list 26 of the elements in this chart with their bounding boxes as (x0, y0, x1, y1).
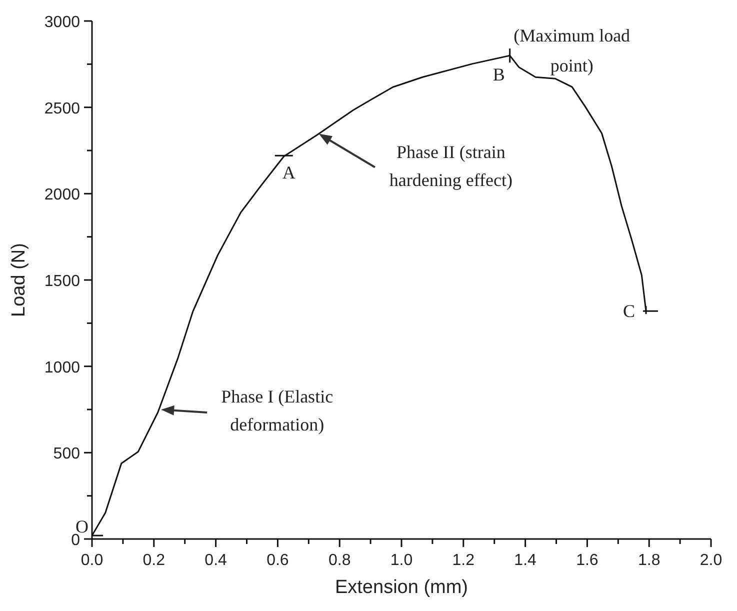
x-tick-label: 1.2 (452, 552, 475, 569)
annotation: Phase II (strain hardening effect) (389, 142, 512, 190)
x-tick-label: 0.2 (142, 552, 166, 569)
x-axis-title: Extension (mm) (334, 577, 468, 598)
y-tick-label: 1500 (44, 273, 80, 290)
y-tick-label: 2000 (44, 186, 80, 204)
annotation: Phase I (Elastic deformation) (221, 386, 334, 434)
annotation: B (492, 64, 505, 85)
annotation: C (622, 301, 636, 322)
x-tick-label: 0.0 (80, 552, 104, 569)
x-tick-label: 0.6 (266, 552, 289, 569)
y-tick-label: 500 (53, 446, 80, 463)
y-axis-title: Load (N) (8, 243, 30, 317)
x-tick-label: 1.0 (390, 552, 413, 569)
annotation: (Maximum load point) (514, 26, 630, 76)
y-tick-label: 3000 (44, 14, 80, 31)
annotation: A (282, 162, 296, 183)
y-tick-label: 0 (71, 532, 80, 549)
x-tick-label: 1.8 (638, 552, 660, 569)
x-tick-label: 0.4 (204, 552, 228, 569)
x-tick-label: 1.6 (576, 552, 598, 569)
x-tick-label: 1.4 (514, 552, 537, 569)
x-tick-label: 2.0 (700, 552, 722, 569)
y-tick-label: 2500 (44, 100, 80, 118)
y-tick-label: 1000 (44, 359, 80, 376)
x-tick-label: 0.8 (328, 552, 351, 569)
